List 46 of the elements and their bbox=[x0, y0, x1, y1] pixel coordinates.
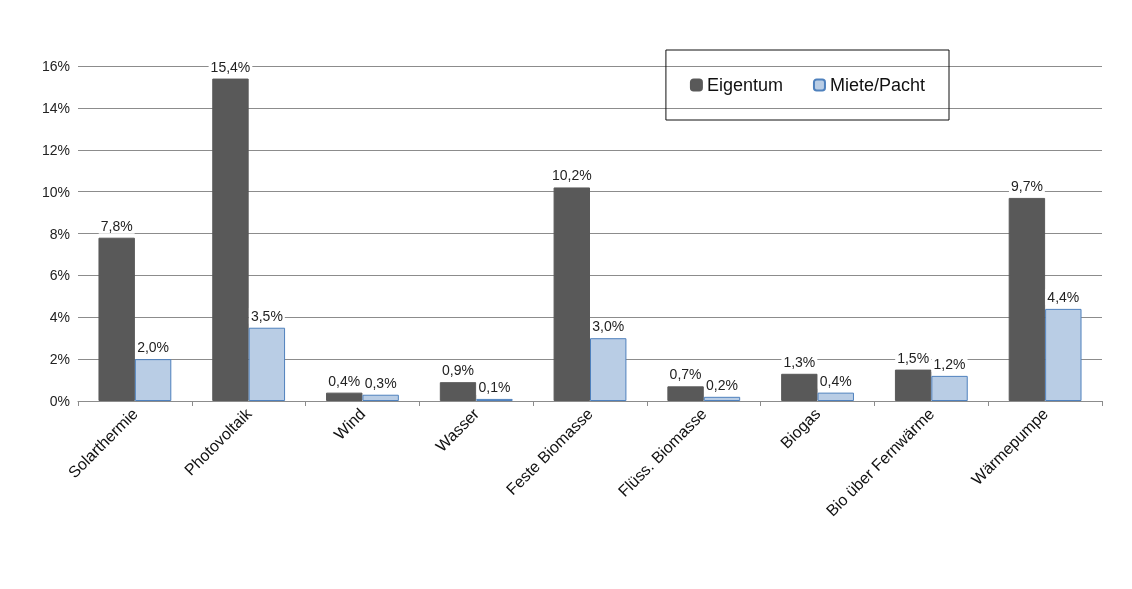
y-tick-label: 12% bbox=[41, 141, 70, 158]
bar bbox=[248, 327, 286, 401]
data-label: 2,0% bbox=[137, 339, 170, 356]
legend-label: Miete/Pacht bbox=[829, 75, 925, 95]
bar bbox=[667, 386, 704, 401]
bar bbox=[817, 392, 854, 401]
bar bbox=[212, 78, 249, 401]
data-label: 0,4% bbox=[819, 372, 852, 389]
data-label: 3,0% bbox=[592, 318, 625, 335]
data-label: 1,3% bbox=[783, 353, 816, 370]
bar bbox=[590, 338, 627, 401]
data-label: 0,9% bbox=[442, 362, 474, 379]
data-label: 0,2% bbox=[706, 376, 738, 393]
data-label: 7,8% bbox=[100, 217, 133, 234]
data-label: 1,2% bbox=[933, 355, 966, 372]
data-label: 0,1% bbox=[478, 378, 511, 395]
bar bbox=[703, 396, 741, 401]
y-tick-label: 8% bbox=[49, 225, 70, 242]
bar bbox=[439, 382, 477, 401]
data-label: 10,2% bbox=[551, 167, 592, 184]
bar bbox=[134, 359, 172, 401]
bar bbox=[894, 369, 932, 401]
bar bbox=[326, 392, 363, 401]
data-label: 15,4% bbox=[210, 58, 251, 75]
data-label: 0,3% bbox=[364, 374, 397, 391]
data-label: 0,7% bbox=[669, 366, 702, 383]
data-label: 3,5% bbox=[250, 307, 283, 324]
y-tick-label: 6% bbox=[49, 267, 70, 284]
data-label: 9,7% bbox=[1010, 177, 1043, 194]
y-tick-label: 4% bbox=[49, 309, 70, 326]
y-tick-label: 16% bbox=[41, 58, 70, 74]
bar bbox=[98, 237, 135, 401]
y-tick-label: 10% bbox=[41, 183, 70, 200]
bar bbox=[1008, 197, 1046, 401]
data-label: 4,4% bbox=[1047, 288, 1080, 305]
y-tick-label: 14% bbox=[41, 99, 70, 116]
legend-label: Eigentum bbox=[706, 75, 783, 95]
data-label: 0,4% bbox=[328, 372, 361, 389]
bar bbox=[553, 187, 590, 401]
bar bbox=[931, 375, 968, 401]
bar bbox=[362, 394, 399, 401]
bar bbox=[781, 373, 818, 401]
data-label: 1,5% bbox=[897, 349, 930, 366]
y-tick-label: 2% bbox=[49, 351, 70, 368]
y-tick-label: 0% bbox=[49, 393, 70, 409]
bar bbox=[1045, 308, 1082, 401]
